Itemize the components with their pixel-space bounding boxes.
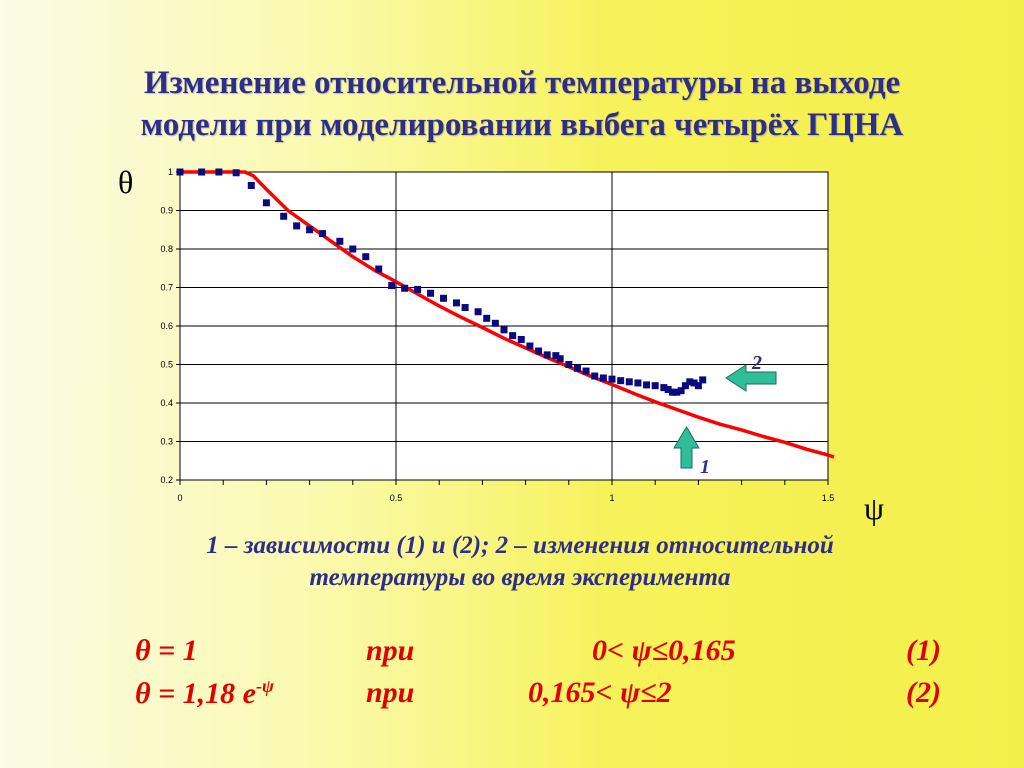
- formula-1-condition: 0< ψ≤0,165: [592, 634, 736, 667]
- x-tick-label: 1.5: [822, 493, 835, 503]
- series-2-point: [565, 361, 573, 368]
- series-2-point: [336, 237, 344, 245]
- series-2-point: [280, 212, 288, 220]
- axes: 0.2 0.3 0.4 0.5 0.6 0.7 0.8 0.9 1 0 0.5 1 1.5: [160, 167, 834, 503]
- series-2-point: [500, 326, 508, 334]
- y-axis-symbol: θ: [118, 164, 134, 200]
- formula-2-exponent: -ψ: [255, 676, 275, 696]
- title-line-1: Изменение относительной температуры на в…: [143, 65, 901, 101]
- series-2-point: [556, 355, 564, 363]
- series-2-point: [673, 388, 681, 396]
- series-2-point: [643, 381, 651, 389]
- caption: 1 – зависимости (1) и (2); 2 – изменения…: [100, 530, 940, 594]
- y-tick-label: 0.8: [160, 244, 173, 254]
- y-tick-label: 0.3: [160, 437, 173, 447]
- series-2-point: [690, 379, 698, 387]
- series-2-point: [483, 314, 491, 322]
- series-2-point: [388, 282, 396, 290]
- series-2-point: [535, 347, 543, 355]
- y-tick-label: 0.6: [160, 321, 173, 331]
- series: [176, 168, 835, 459]
- series-2-point: [247, 181, 255, 189]
- caption-line-2: температуры во время эксперимента: [309, 564, 731, 591]
- series-2-point: [262, 199, 270, 207]
- y-tick-label: 0.5: [160, 360, 173, 370]
- series-2-point: [198, 168, 206, 176]
- series-2-point: [509, 332, 517, 340]
- annotations: 12: [673, 352, 777, 478]
- y-tick-label: 0.9: [160, 206, 173, 216]
- series-2-point: [491, 319, 499, 327]
- caption-line-1: 1 – зависимости (1) и (2); 2 – изменения…: [206, 532, 834, 559]
- formula-2-lhs: θ = 1,18 e-ψ: [135, 676, 275, 710]
- series-2-point: [461, 304, 469, 312]
- series-2-point: [591, 372, 599, 380]
- y-tick-label: 0.7: [160, 283, 173, 293]
- series-2-point: [401, 284, 409, 292]
- series-2-point: [362, 253, 370, 261]
- series-2-point: [474, 308, 482, 316]
- formula-1-number: (1): [906, 634, 941, 667]
- series-2-point: [660, 384, 668, 392]
- y-tick-label: 0.4: [160, 398, 173, 408]
- series-2-point: [349, 245, 357, 253]
- series-2-point: [176, 168, 184, 176]
- series-2-point: [625, 378, 633, 386]
- x-axis-symbol: ψ: [864, 490, 885, 526]
- series-2-point: [573, 364, 581, 372]
- series-2-point: [543, 351, 551, 359]
- series-2-point: [440, 294, 448, 302]
- slide-title: Изменение относительной температуры на в…: [60, 62, 984, 146]
- series-2-point: [319, 230, 327, 238]
- series-2-point: [582, 367, 590, 375]
- series-2-point: [668, 388, 676, 396]
- series-2-point: [526, 342, 534, 350]
- series-2-point: [599, 374, 607, 382]
- annotation-arrow-1: [673, 426, 700, 469]
- series-2-point: [232, 169, 240, 177]
- formula-2-number: (2): [906, 676, 941, 709]
- y-tick-label: 1: [168, 167, 173, 177]
- series-2-point: [634, 379, 642, 387]
- series-2-point: [427, 289, 435, 297]
- series-2-point: [681, 382, 689, 390]
- series-2-point: [651, 382, 659, 390]
- series-2-point: [686, 378, 694, 386]
- series-2-point: [617, 377, 625, 385]
- series-2-point: [694, 382, 702, 390]
- formula-2-condition: 0,165< ψ≤2: [528, 676, 672, 709]
- series-2-point: [552, 352, 560, 360]
- title-line-2: модели при моделировании выбега четырёх …: [140, 107, 904, 143]
- gridlines: [179, 171, 829, 481]
- series-2-point: [215, 168, 223, 176]
- x-tick-label: 1: [609, 493, 614, 503]
- series-2-point: [293, 222, 301, 230]
- annotation-arrow-2: [725, 364, 777, 392]
- series-2-point: [306, 226, 314, 234]
- series-2-point: [414, 285, 422, 293]
- series-2-point: [452, 299, 460, 307]
- annotation-label-2: 2: [751, 352, 762, 374]
- series-2-point: [699, 376, 707, 384]
- series-2-point: [664, 386, 672, 394]
- annotation-label-1: 1: [700, 456, 710, 478]
- formula-1-lhs: θ = 1: [135, 634, 198, 667]
- series-1-line: [180, 170, 829, 457]
- series-2-point: [608, 375, 616, 383]
- y-tick-label: 0.2: [160, 475, 173, 485]
- series-1-line-tail: [827, 453, 835, 459]
- x-tick-label: 0.5: [390, 493, 403, 503]
- series-2-point: [517, 335, 525, 343]
- formula-1-word: при: [366, 634, 415, 667]
- formula-2-word: при: [366, 676, 415, 709]
- series-2-point: [375, 265, 383, 273]
- series-2-point: [677, 387, 685, 395]
- x-tick-label: 0: [177, 493, 182, 503]
